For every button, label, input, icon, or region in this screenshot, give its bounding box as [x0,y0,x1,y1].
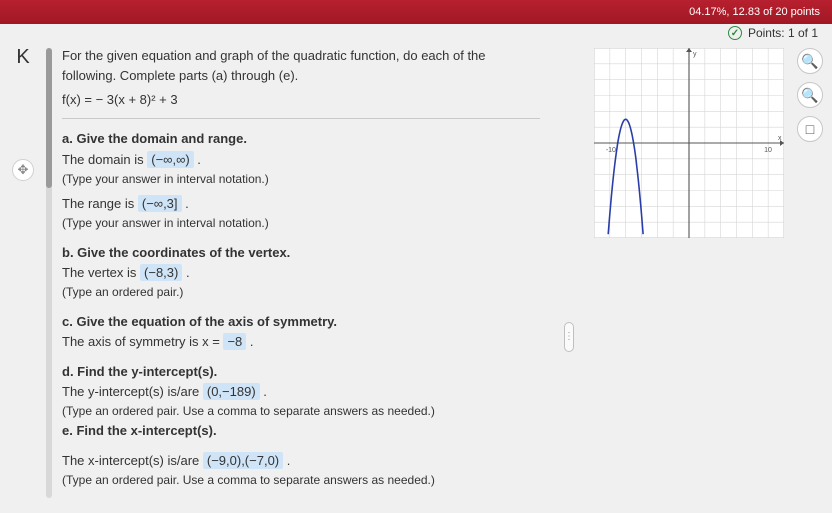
part-c: c. Give the equation of the axis of symm… [62,312,540,352]
points-row: ✓ Points: 1 of 1 [0,24,832,42]
xint-hint: (Type an ordered pair. Use a comma to se… [62,471,540,490]
reset-view-button[interactable]: □ [797,116,823,142]
range-answer[interactable]: (−∞,3] [138,195,182,212]
part-c-prompt: c. Give the equation of the axis of symm… [62,314,337,329]
domain-answer[interactable]: (−∞,∞) [147,151,193,168]
points-label: Points: 1 of 1 [748,26,818,40]
scrollbar-thumb[interactable] [46,48,52,188]
domain-hint: (Type your answer in interval notation.) [62,170,540,189]
yint-label: The y-intercept(s) is/are [62,384,203,399]
question-equation: f(x) = − 3(x + 8)² + 3 [62,90,540,110]
part-e: The x-intercept(s) is/are (−9,0),(−7,0) … [62,451,540,490]
part-a: a. Give the domain and range. The domain… [62,129,540,233]
part-d: d. Find the y-intercept(s). The y-interc… [62,362,540,441]
range-label: The range is [62,196,138,211]
pane-resize-handle[interactable]: ⋮ [564,322,574,352]
xint-answer[interactable]: (−9,0),(−7,0) [203,452,283,469]
graph-plot[interactable]: y x -10 10 [594,48,784,238]
svg-text:x: x [778,135,782,142]
check-icon: ✓ [728,26,742,40]
part-a-prompt: a. Give the domain and range. [62,131,247,146]
section-divider [62,118,540,119]
domain-label: The domain is [62,152,147,167]
svg-text:10: 10 [764,147,772,154]
axis-label: The axis of symmetry is x = [62,334,223,349]
yint-hint: (Type an ordered pair. Use a comma to se… [62,402,540,421]
xint-label: The x-intercept(s) is/are [62,453,203,468]
part-e-prompt: e. Find the x-intercept(s). [62,423,217,438]
drag-handle-icon[interactable]: ✥ [12,159,34,181]
yint-answer[interactable]: (0,−189) [203,383,260,400]
part-d-prompt: d. Find the y-intercept(s). [62,364,217,379]
score-text: 04.17%, 12.83 of 20 points [689,6,820,18]
axis-answer[interactable]: −8 [223,333,246,350]
part-b-prompt: b. Give the coordinates of the vertex. [62,245,290,260]
reset-icon: □ [806,121,814,137]
back-button[interactable]: K [16,46,29,69]
zoom-in-button[interactable]: 🔍 [797,48,823,74]
part-b: b. Give the coordinates of the vertex. T… [62,243,540,302]
range-hint: (Type your answer in interval notation.) [62,214,540,233]
svg-text:-10: -10 [606,147,616,154]
vertex-answer[interactable]: (−8,3) [140,264,182,281]
vertex-hint: (Type an ordered pair.) [62,283,540,302]
zoom-out-icon: 🔍 [801,87,818,104]
scrollbar[interactable] [46,48,52,498]
vertex-label: The vertex is [62,265,140,280]
svg-text:y: y [693,51,697,58]
score-header: 04.17%, 12.83 of 20 points [0,0,832,24]
zoom-in-icon: 🔍 [801,53,818,70]
question-instructions: For the given equation and graph of the … [62,46,540,86]
zoom-out-button[interactable]: 🔍 [797,82,823,108]
